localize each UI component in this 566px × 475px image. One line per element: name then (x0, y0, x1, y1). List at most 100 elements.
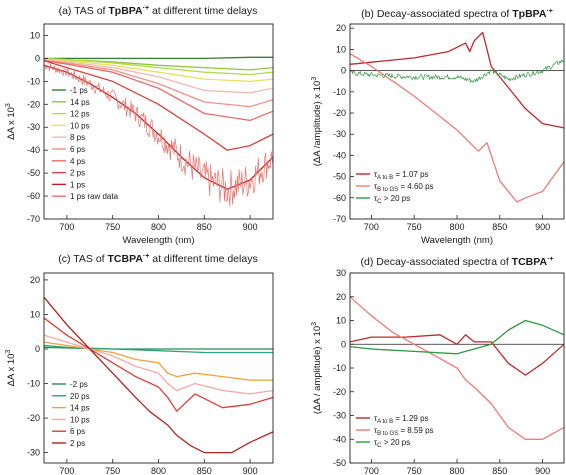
series-line (350, 319, 564, 355)
x-tick-label: 900 (243, 466, 258, 475)
series-line (44, 57, 273, 76)
legend-label: τC > 20 ps (374, 438, 410, 449)
legend-label: 1 ps (70, 180, 85, 189)
x-tick-label: 900 (535, 222, 550, 232)
x-tick-label: 900 (535, 466, 550, 475)
panel-b: (b) Decay-associated spectra of TpBPA·+ 7… (311, 8, 565, 246)
y-tick-label: -40 (333, 434, 346, 444)
series-line (44, 60, 273, 108)
y-tick-label: 20 (336, 292, 346, 302)
y-axis-label: ΔA x 103 (5, 350, 17, 387)
y-tick-label: -60 (27, 191, 40, 201)
y-tick-label: 30 (336, 268, 346, 278)
panel-c: (c) TAS of TCBPA·+ at different time del… (5, 253, 274, 475)
y-tick-label: -20 (333, 387, 346, 397)
legend-label: τA to B = 1.07 ps (374, 170, 429, 181)
y-tick-label: -50 (27, 168, 40, 178)
x-tick-label: 800 (449, 222, 464, 232)
y-tick-label: -20 (333, 108, 346, 118)
series-group (44, 56, 273, 207)
legend-label: 2 ps (70, 439, 85, 448)
x-axis-label: Wavelength (nm) (123, 235, 195, 246)
legend-label: τA to B = 1.29 ps (374, 414, 429, 425)
series-line (44, 341, 273, 381)
series-line (44, 56, 273, 60)
y-tick-label: -70 (333, 214, 346, 224)
series-line (350, 31, 564, 129)
x-tick-label: 750 (407, 222, 422, 232)
series-line (44, 344, 273, 354)
x-tick-label: 700 (59, 466, 74, 475)
chart-title: (d) Decay-associated spectra of TCBPA·+ (361, 256, 554, 268)
legend-label: 4 ps (70, 157, 85, 166)
legend-label: 14 ps (70, 404, 90, 413)
series-line (350, 53, 564, 203)
y-tick-label: -50 (333, 458, 346, 468)
panel-a: (a) TAS of TpBPA·+ at different time del… (5, 5, 274, 246)
x-tick-label: 800 (151, 466, 166, 475)
y-axis-label: (ΔA /amplitude) x 103 (311, 77, 323, 167)
y-tick-label: 0 (341, 66, 346, 76)
y-tick-label: 10 (30, 309, 40, 319)
series-line (350, 334, 564, 376)
series-line (44, 60, 273, 122)
x-tick-label: 850 (492, 466, 507, 475)
x-tick-label: 850 (197, 222, 212, 232)
legend-label: -1 ps (70, 86, 88, 95)
x-axis-label: Wavelength (nm) (421, 235, 493, 246)
x-tick-label: 750 (105, 222, 120, 232)
x-tick-label: 850 (492, 222, 507, 232)
legend-label: -2 ps (70, 380, 88, 389)
y-axis-label: ΔA x 103 (5, 103, 17, 140)
series-group (44, 296, 273, 454)
y-tick-label: 10 (30, 30, 40, 40)
y-tick-label: -30 (333, 129, 346, 139)
x-tick-label: 850 (197, 466, 212, 475)
legend-label: τB to GS = 8.59 ps (374, 426, 434, 437)
legend-label: 12 ps (70, 110, 90, 119)
chart-title: (b) Decay-associated spectra of TpBPA·+ (361, 8, 553, 20)
y-tick-label: -60 (333, 193, 346, 203)
y-tick-label: -30 (27, 122, 40, 132)
x-tick-label: 800 (151, 222, 166, 232)
series-line (44, 334, 273, 395)
series-line (350, 296, 564, 440)
y-tick-label: -40 (333, 150, 346, 160)
y-tick-label: 10 (336, 44, 346, 54)
legend: -2 ps 20 ps 14 ps 10 ps 6 ps 2 ps (52, 380, 90, 448)
x-tick-label: 900 (243, 222, 258, 232)
legend: -1 ps 14 ps 12 ps 10 ps 8 ps 6 ps 4 ps 2 ps 1 ps… (52, 86, 119, 201)
y-tick-label: -10 (333, 87, 346, 97)
x-tick-label: 800 (449, 466, 464, 475)
series-line (44, 317, 273, 412)
y-tick-label: -10 (27, 379, 40, 389)
legend-label: 2 ps (70, 169, 85, 178)
y-tick-label: 0 (35, 53, 40, 63)
y-tick-label: -10 (333, 363, 346, 373)
y-tick-label: -30 (27, 448, 40, 458)
y-tick-label: 20 (30, 275, 40, 285)
legend-label: 6 ps (70, 427, 85, 436)
chart-title: (c) TAS of TCBPA·+ at different time del… (58, 253, 257, 265)
series-line (44, 346, 273, 350)
y-tick-label: -30 (333, 411, 346, 421)
series-line (44, 296, 273, 454)
panel-d: (d) Decay-associated spectra of TCBPA·+ 7… (311, 256, 565, 475)
y-axis-label: (ΔA / amplitude) x 103 (311, 322, 323, 414)
x-tick-label: 750 (407, 466, 422, 475)
y-tick-label: 20 (336, 23, 346, 33)
series-line (44, 58, 273, 94)
y-tick-label: -20 (27, 413, 40, 423)
x-tick-label: 700 (364, 466, 379, 475)
series-group (350, 31, 564, 203)
series-line (44, 60, 273, 151)
legend-label: τC > 20 ps (374, 194, 410, 205)
x-tick-label: 750 (105, 466, 120, 475)
x-tick-label: 700 (59, 222, 74, 232)
legend-label: 20 ps (70, 392, 90, 401)
legend-label: 8 ps (70, 133, 85, 142)
legend-label: 14 ps (70, 98, 90, 107)
legend-label: 10 ps (70, 415, 90, 424)
